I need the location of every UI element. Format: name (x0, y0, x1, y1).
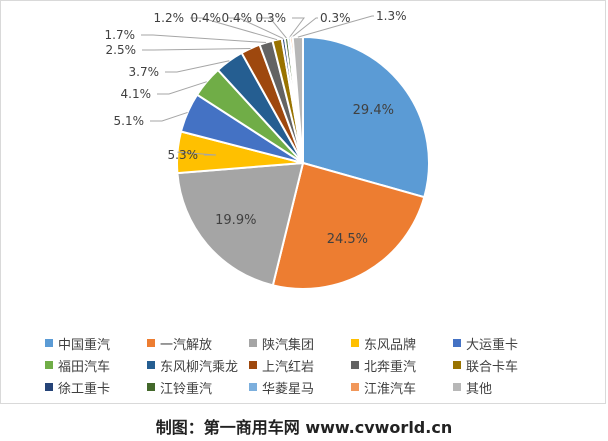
legend-label: 联合卡车 (466, 359, 519, 375)
legend-label: 中国重汽 (58, 337, 111, 353)
legend-swatch (249, 339, 257, 347)
legend-item: 江淮汽车 (351, 378, 453, 397)
legend-item: 上汽红岩 (249, 356, 351, 375)
legend-swatch (45, 339, 53, 347)
legend-label: 一汽解放 (160, 337, 213, 353)
legend-item: 中国重汽 (45, 334, 147, 353)
leader-line-4 (177, 151, 217, 156)
legend-swatch (453, 361, 461, 369)
slice-value-label-6: 4.1% (121, 87, 152, 101)
legend-label: 华菱星马 (262, 381, 315, 397)
legend-item: 其他 (453, 378, 555, 397)
slice-value-label-4: 5.3% (168, 148, 199, 162)
legend-item: 华菱星马 (249, 378, 351, 397)
slice-value-label-13: 0.3% (256, 11, 287, 25)
legend-label: 北奔重汽 (364, 359, 417, 375)
legend-item: 联合卡车 (453, 356, 555, 375)
chart-frame: 29.4% 24.5% 19.9% 5.3% 5.1% 4.1% 3.7% 2.5% 1.7% 1… (0, 0, 606, 404)
legend-swatch (45, 361, 53, 369)
legend-swatch (147, 339, 155, 347)
legend-swatch (351, 383, 359, 391)
legend-swatch (147, 383, 155, 391)
slice-value-label-2: 24.5% (327, 232, 368, 247)
leader-line-7 (165, 60, 230, 73)
pie-slice-1 (302, 35, 430, 199)
slice-value-label-5: 5.1% (114, 114, 145, 128)
chart-caption: 制图：第一商用车网 www.cvworld.cn (155, 418, 453, 437)
slice-value-label-11: 0.4% (191, 11, 222, 25)
legend-item: 一汽解放 (147, 334, 249, 353)
legend-label: 江淮汽车 (364, 381, 417, 397)
leader-line-12 (258, 17, 287, 39)
leader-line-9 (141, 34, 267, 44)
slice-value-label-3: 19.9% (215, 213, 256, 228)
slice-value-label-7: 3.7% (129, 65, 160, 79)
legend-swatch (147, 361, 155, 369)
pie-chart: 29.4% 24.5% 19.9% 5.3% 5.1% 4.1% 3.7% 2.5%1.7% 1… (105, 9, 430, 290)
legend-label: 东风品牌 (364, 337, 417, 353)
leader-line-5 (150, 111, 188, 122)
slice-value-label-1: 29.4% (353, 103, 394, 118)
legend-item: 福田汽车 (45, 356, 147, 375)
legend-swatch (249, 383, 257, 391)
legend-swatch (351, 361, 359, 369)
legend-item: 陕汽集团 (249, 334, 351, 353)
legend-swatch (453, 339, 461, 347)
leader-line-11 (227, 17, 284, 40)
legend-swatch (453, 383, 461, 391)
legend-label: 江铃重汽 (160, 381, 213, 397)
leader-line-6 (157, 81, 207, 95)
slice-value-label-15: 1.3% (376, 9, 407, 23)
leader-line-14 (291, 17, 318, 38)
pie-slice-3 (176, 161, 305, 287)
legend-row: 福田汽车 东风柳汽乘龙 上汽红岩 北奔重汽 联合卡车 (45, 354, 585, 376)
slice-value-label-8: 2.5% (106, 43, 137, 57)
legend-label: 福田汽车 (58, 359, 111, 375)
slice-value-label-10: 1.2% (154, 11, 185, 25)
legend-label: 陕汽集团 (262, 337, 315, 353)
slice-value-label-14: 0.3% (320, 11, 351, 25)
legend-item: 大运重卡 (453, 334, 555, 353)
legend-label: 上汽红岩 (262, 359, 315, 375)
legend: 中国重汽 一汽解放 陕汽集团 东风品牌 大运重卡福田汽车 东风柳汽乘龙 上汽红岩 北奔重汽 联合… (45, 332, 585, 398)
leader-line-10 (190, 17, 278, 41)
legend-label: 大运重卡 (466, 337, 519, 353)
pie-slice-2 (271, 161, 426, 290)
legend-item: 江铃重汽 (147, 378, 249, 397)
legend-label: 其他 (466, 381, 493, 397)
legend-row: 中国重汽 一汽解放 陕汽集团 东风品牌 大运重卡 (45, 332, 585, 354)
legend-item: 东风柳汽乘龙 (147, 356, 249, 375)
legend-label: 东风柳汽乘龙 (160, 359, 239, 375)
leader-line-15 (297, 15, 374, 38)
leader-line-13 (288, 17, 305, 39)
leader-line-8 (142, 47, 251, 51)
slice-value-label-12: 0.4% (222, 11, 253, 25)
legend-item: 东风品牌 (351, 334, 453, 353)
legend-row: 徐工重卡 江铃重汽 华菱星马 江淮汽车 其他 (45, 376, 585, 398)
legend-swatch (45, 383, 53, 391)
legend-item: 徐工重卡 (45, 378, 147, 397)
slice-value-label-9: 1.7% (105, 28, 136, 42)
legend-swatch (249, 361, 257, 369)
legend-swatch (351, 339, 359, 347)
legend-label: 徐工重卡 (58, 381, 111, 397)
legend-item: 北奔重汽 (351, 356, 453, 375)
